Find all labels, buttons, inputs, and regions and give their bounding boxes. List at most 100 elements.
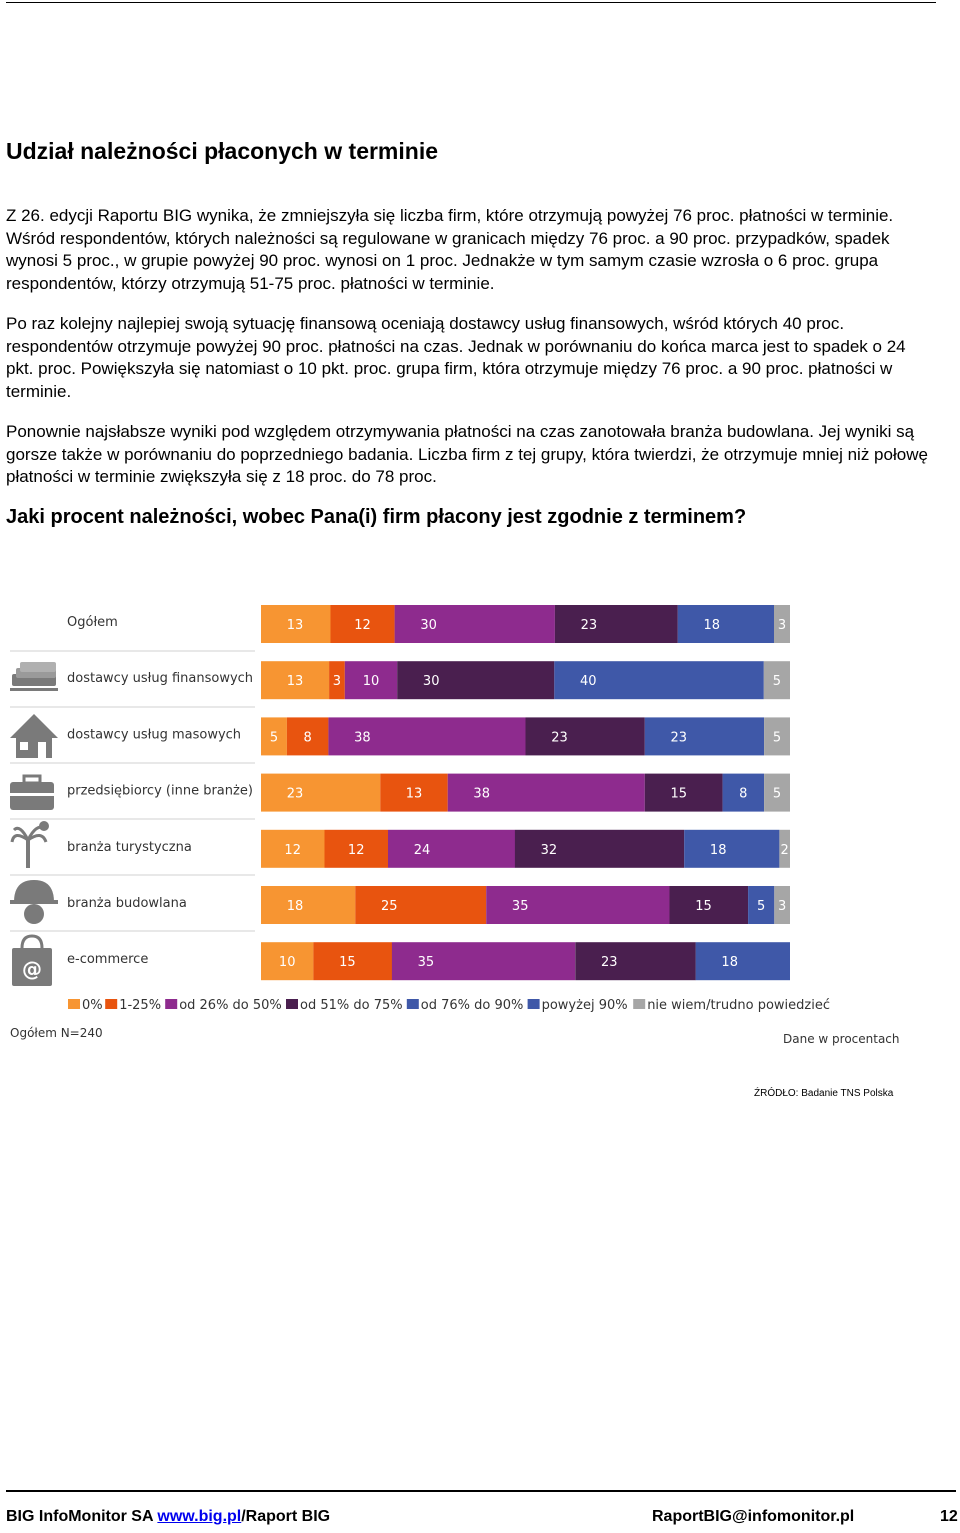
legend-swatch <box>527 999 540 1009</box>
bar-segment <box>677 605 774 643</box>
bar-segment <box>397 661 555 700</box>
bar-segment <box>695 942 790 981</box>
legend-label: 1-25% <box>119 998 161 1013</box>
page-number: 12 <box>940 1508 958 1525</box>
footer-website-link[interactable]: www.big.pl <box>157 1508 242 1525</box>
bar-segment <box>344 661 398 700</box>
footer-company: BIG InfoMonitor SA www.big.pl/Raport BIG <box>6 1508 330 1526</box>
bar-value-label: 12 <box>284 843 301 858</box>
bar-segment <box>286 717 329 756</box>
bar-segment <box>554 661 764 700</box>
footer-company-name: BIG InfoMonitor SA <box>6 1508 158 1525</box>
bar-value-label: 5 <box>757 899 765 914</box>
bar-value-label: 24 <box>414 843 431 858</box>
category-label: Ogółem <box>67 615 118 630</box>
shopping-bag-icon: @ <box>12 934 52 986</box>
bar-value-label: 38 <box>354 730 371 745</box>
row-separators <box>10 650 255 932</box>
legend-label: nie wiem/trudno powiedzieć <box>647 998 830 1013</box>
worker-helmet-icon <box>10 880 58 924</box>
category-label: dostawcy usług finansowych <box>67 671 253 686</box>
bar-segment <box>324 829 388 868</box>
bar-value-label: 15 <box>339 955 356 970</box>
bar-segment <box>763 661 790 700</box>
bar-segment <box>328 717 526 756</box>
section-title: Udział należności płaconych w terminie <box>6 138 439 164</box>
bar-value-label: 13 <box>406 787 423 802</box>
bar-segment <box>380 773 448 812</box>
bar-value-label: 5 <box>773 674 781 689</box>
category-label: dostawcy usług masowych <box>67 727 241 742</box>
bar-value-label: 18 <box>287 899 304 914</box>
bar-value-label: 15 <box>695 899 712 914</box>
bar-segment <box>644 773 723 812</box>
category-label: branża turystyczna <box>67 840 192 855</box>
bar-value-label: 18 <box>710 843 727 858</box>
money-icon <box>10 662 58 691</box>
bar-segment <box>447 773 645 812</box>
legend-label: od 51% do 75% <box>300 998 403 1013</box>
sample-size-note: Ogółem N=240 <box>10 1026 103 1040</box>
bar-value-label: 35 <box>418 955 435 970</box>
bar-segment <box>575 942 696 981</box>
bar-value-label: 10 <box>363 674 380 689</box>
bar-segment <box>764 717 790 756</box>
bar-segment <box>261 605 331 643</box>
bar-value-label: 2 <box>781 843 789 858</box>
bar-segment <box>774 886 790 924</box>
bar-value-label: 23 <box>287 787 304 802</box>
bar-value-label: 3 <box>778 899 786 914</box>
bar-segment <box>669 886 749 924</box>
legend-label: od 26% do 50% <box>179 998 282 1013</box>
bar-value-label: 5 <box>270 730 278 745</box>
bar-segment <box>748 886 775 924</box>
bar-segment <box>261 717 287 756</box>
bar-segment <box>391 942 576 981</box>
bar-value-label: 30 <box>420 618 437 633</box>
bar-value-label: 23 <box>671 730 688 745</box>
bar-value-label: 10 <box>279 955 296 970</box>
bar-segment <box>722 773 765 812</box>
bar-value-label: 3 <box>778 618 786 633</box>
bar-value-label: 5 <box>773 787 781 802</box>
stacked-bar-chart: @ Ogółem dostawcy usług finansowych dostaw… <box>10 605 830 1013</box>
bar-segment <box>330 605 395 643</box>
svg-text:@: @ <box>22 957 42 981</box>
legend-swatch <box>105 999 118 1009</box>
bar-segment <box>486 886 670 924</box>
house-icon <box>10 714 58 758</box>
bar-value-label: 35 <box>512 899 529 914</box>
footer-suffix: /Raport BIG <box>241 1508 331 1525</box>
briefcase-icon <box>10 774 54 810</box>
bar-value-label: 30 <box>423 674 440 689</box>
footer-rule <box>6 1490 956 1492</box>
top-rule <box>6 2 936 3</box>
footer-email: RaportBIG@infomonitor.pl <box>652 1508 855 1525</box>
bar-segment <box>355 886 487 924</box>
bar-segment <box>554 605 678 643</box>
bar-value-label: 25 <box>381 899 398 914</box>
bar-segment <box>261 661 330 700</box>
bar-value-label: 8 <box>739 787 747 802</box>
bar-segment <box>388 829 515 868</box>
bar-segment <box>514 829 685 868</box>
bar-segment <box>764 773 790 812</box>
bar-segment <box>644 717 765 756</box>
bar-segment <box>394 605 555 643</box>
category-label: przedsiębiorcy (inne branże) <box>67 784 253 799</box>
bar-value-label: 13 <box>287 618 304 633</box>
bar-segment <box>525 717 645 756</box>
bar-segment <box>779 829 790 868</box>
legend-swatch <box>286 999 298 1009</box>
category-label: e-commerce <box>67 952 148 967</box>
paragraph-1: Z 26. edycji Raportu BIG wynika, że zmni… <box>6 206 894 293</box>
bar-segment <box>261 942 314 981</box>
paragraph-3: Ponownie najsłabsze wyniki pod względem … <box>6 422 928 486</box>
bar-value-label: 3 <box>333 674 341 689</box>
bar-value-label: 8 <box>304 730 312 745</box>
source-note: ŹRÓDŁO: Badanie TNS Polska <box>754 1088 894 1099</box>
palm-tree-icon <box>10 821 49 868</box>
bar-value-label: 13 <box>287 674 304 689</box>
bar-value-label: 23 <box>551 730 568 745</box>
paragraph-2: Po raz kolejny najlepiej swoją sytuację … <box>6 314 906 401</box>
